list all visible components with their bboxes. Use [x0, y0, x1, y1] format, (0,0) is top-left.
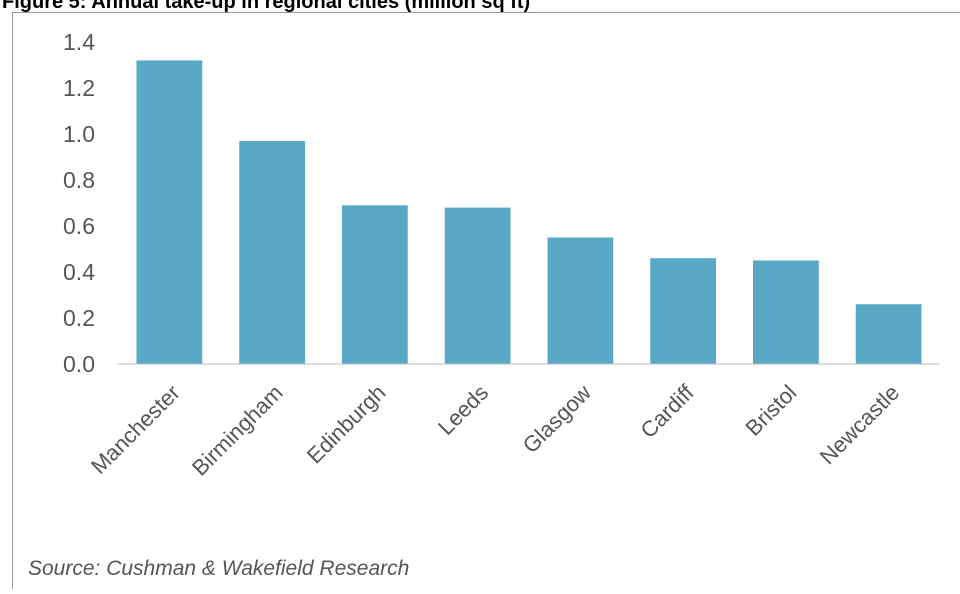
bar — [342, 205, 408, 364]
bar — [239, 141, 305, 364]
bar — [547, 238, 613, 365]
y-tick-label: 1.4 — [63, 29, 95, 55]
bar — [856, 304, 922, 364]
source-note: Source: Cushman & Wakefield Research — [28, 557, 409, 580]
bar — [445, 208, 511, 364]
bar — [753, 261, 819, 365]
y-tick-label: 0.0 — [63, 351, 95, 377]
y-tick-label: 0.4 — [63, 259, 95, 285]
y-tick-label: 0.8 — [63, 167, 95, 193]
y-tick-label: 1.0 — [63, 121, 95, 147]
chart-title: Figure 5: Annual take-up in regional cit… — [2, 0, 530, 13]
x-tick-label: Leeds — [433, 380, 493, 440]
bar — [136, 60, 202, 364]
y-tick-label: 1.2 — [63, 75, 95, 101]
x-tick-label: Glasgow — [518, 380, 596, 458]
x-tick-label: Bristol — [741, 380, 802, 441]
y-tick-label: 0.2 — [63, 305, 95, 331]
x-tick-label: Birmingham — [187, 380, 288, 481]
x-tick-label: Edinburgh — [302, 380, 391, 469]
x-tick-label: Newcastle — [815, 380, 904, 469]
bar — [650, 258, 716, 364]
y-tick-label: 0.6 — [63, 213, 95, 239]
x-tick-label: Manchester — [86, 380, 185, 479]
x-tick-label: Cardiff — [635, 379, 699, 443]
